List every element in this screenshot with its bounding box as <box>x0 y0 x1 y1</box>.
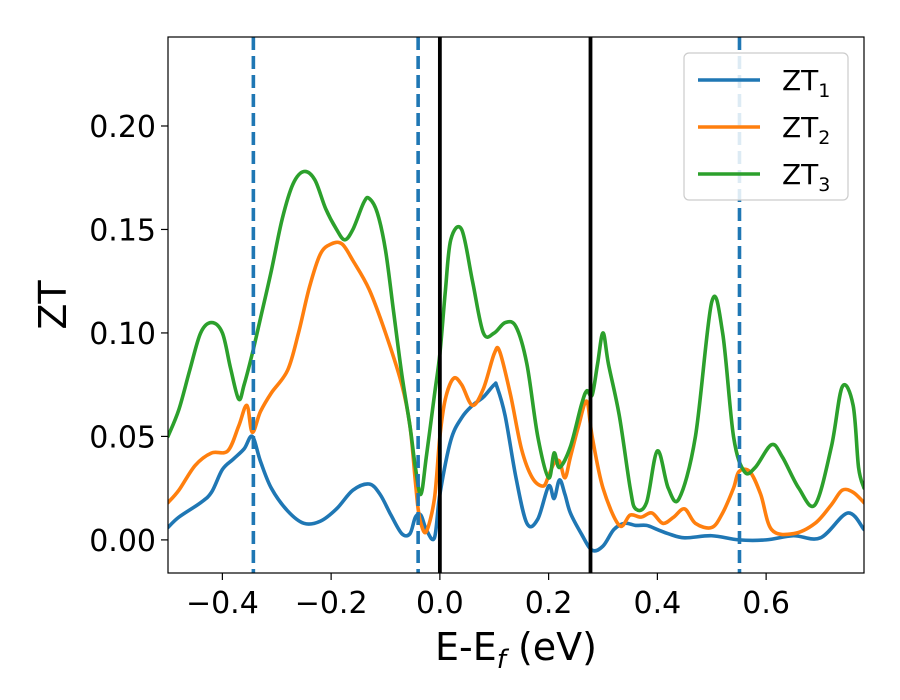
legend-label-zt2: ZT2 <box>782 111 830 149</box>
legend-label-zt2-name: ZT <box>782 111 819 144</box>
legend-box <box>683 52 849 201</box>
legend-label-zt1-name: ZT <box>782 64 819 97</box>
legend-label-zt3-sub: 3 <box>818 174 830 196</box>
x-tick-label: 0.6 <box>742 586 790 621</box>
y-tick-label: 0.00 <box>89 524 156 559</box>
series-line-zt2 <box>168 240 864 537</box>
series-line-zt1 <box>168 381 864 553</box>
x-axis-title-unit: (eV) <box>506 625 597 669</box>
legend-label-zt3-name: ZT <box>782 158 819 191</box>
plot-frame <box>167 36 865 574</box>
x-tick-label: −0.4 <box>186 586 259 621</box>
legend-label-zt3: ZT3 <box>782 158 830 196</box>
y-axis-title: ZT <box>31 280 75 330</box>
legend-label-zt1: ZT1 <box>782 64 830 102</box>
legend-label-zt1-sub: 1 <box>818 80 830 102</box>
series-layer <box>168 169 864 553</box>
y-axis: 0.00 0.05 0.10 0.15 0.20 <box>89 110 168 559</box>
x-tick-label: 0.0 <box>416 586 464 621</box>
x-tick-label: 0.2 <box>525 586 573 621</box>
legend: ZT1 ZT2 ZT3 <box>683 52 849 201</box>
x-tick-label: 0.4 <box>634 586 682 621</box>
series-line-zt3 <box>168 169 864 513</box>
vline-layer <box>251 37 742 573</box>
y-tick-label: 0.15 <box>89 213 156 248</box>
y-tick-label: 0.10 <box>89 317 156 352</box>
x-tick-label: −0.2 <box>295 586 368 621</box>
x-axis: −0.4 −0.2 0.0 0.2 0.4 0.6 <box>186 573 790 621</box>
y-tick-label: 0.20 <box>89 110 156 145</box>
y-tick-label: 0.05 <box>89 420 156 455</box>
legend-label-zt2-sub: 2 <box>818 127 830 149</box>
x-axis-title-main: E-E <box>435 625 497 669</box>
x-axis-title: E-Ef (eV) <box>435 625 597 675</box>
